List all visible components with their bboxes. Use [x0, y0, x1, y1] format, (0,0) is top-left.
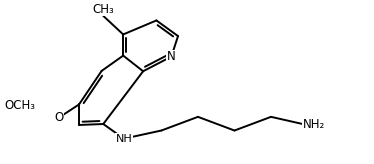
Text: CH₃: CH₃ — [92, 3, 114, 16]
Text: NH: NH — [116, 134, 132, 144]
Text: NH₂: NH₂ — [303, 118, 325, 131]
Text: OCH₃: OCH₃ — [5, 99, 36, 112]
Text: N: N — [167, 50, 176, 63]
Text: O: O — [55, 111, 64, 124]
